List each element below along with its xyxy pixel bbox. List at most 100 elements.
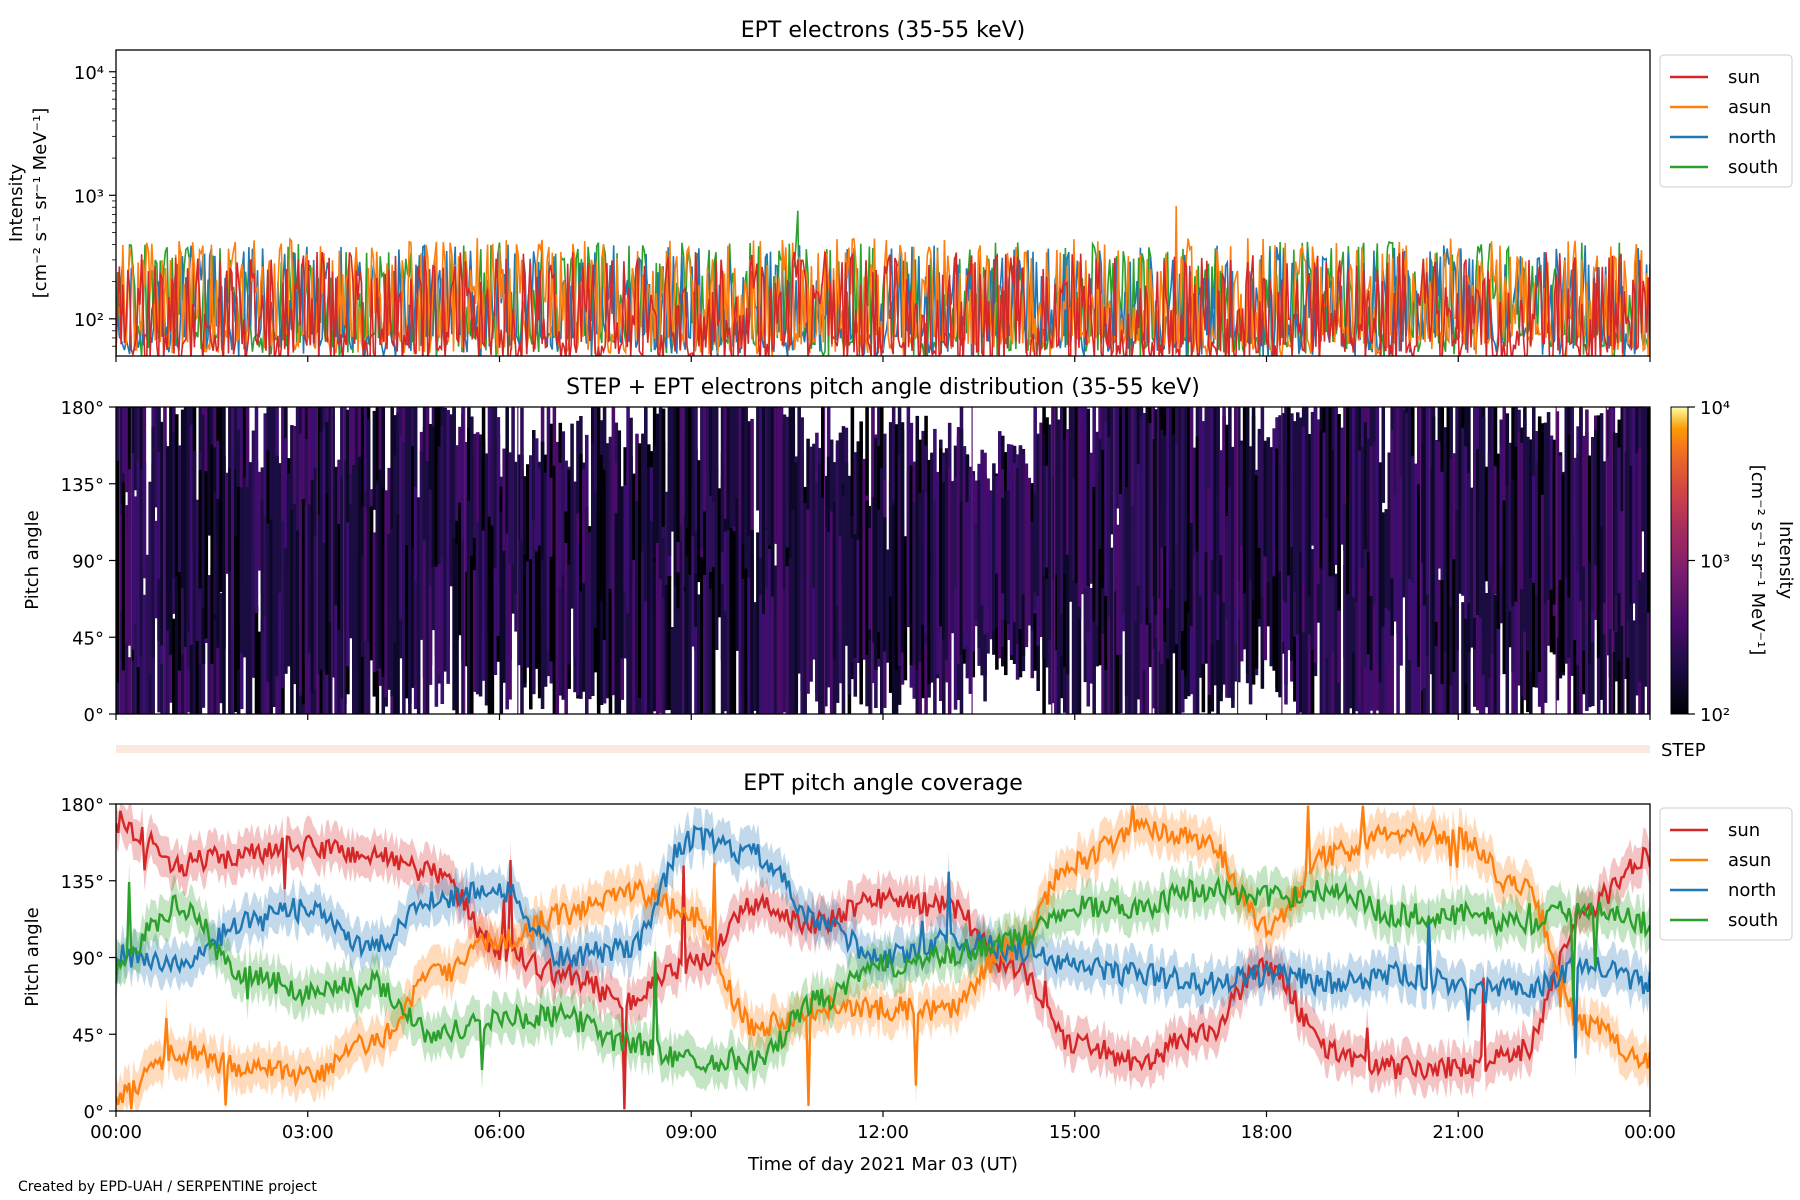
heatmap-cell [405, 545, 409, 699]
heatmap-cell [670, 407, 675, 532]
heatmap-cell [1039, 422, 1043, 637]
heatmap-cell [281, 407, 285, 606]
legend-label-north: north [1728, 880, 1776, 901]
heatmap-cell [399, 435, 403, 620]
heatmap-cell [1520, 494, 1524, 697]
heatmap-cell [529, 455, 533, 636]
heatmap-cell [452, 537, 456, 711]
heatmap-cell [1375, 511, 1380, 667]
heatmap-cell [119, 407, 121, 714]
heatmap-cell [390, 528, 394, 697]
heatmap-cell [1251, 407, 1256, 600]
heatmap-cell [322, 430, 327, 586]
heatmap-cell [1145, 409, 1150, 608]
heatmap-cell [1543, 422, 1548, 605]
heatmap-cell [744, 407, 748, 567]
xtick-label: 21:00 [1432, 1122, 1484, 1143]
heatmap-cell [1343, 503, 1347, 658]
heatmap-cell [408, 541, 412, 714]
heatmap-cell [1092, 486, 1096, 622]
heatmap-cell [387, 534, 391, 690]
heatmap-cell [534, 438, 539, 605]
heatmap-cell [688, 407, 692, 527]
heatmap-cell [1151, 439, 1156, 597]
heatmap-cell [293, 503, 297, 685]
heatmap-cell [1620, 407, 1625, 552]
heatmap-cell [402, 532, 406, 714]
heatmap-cell [1189, 594, 1194, 695]
heatmap-cell [1257, 514, 1262, 619]
heatmap-cell [219, 407, 223, 571]
heatmap-cell [930, 453, 934, 645]
heatmap-cell [561, 574, 566, 700]
heatmap-cell [779, 407, 784, 546]
heatmap-cell [1399, 521, 1403, 666]
heatmap-cell [1337, 414, 1341, 611]
heatmap-cell [841, 495, 846, 714]
heatmap-cell [1260, 407, 1265, 597]
heatmap-cell [1611, 407, 1613, 714]
panel1-yaxis: 10² 10³ 10⁴ [74, 63, 116, 347]
heatmap-cell [888, 481, 893, 597]
heatmap-cell [151, 427, 155, 657]
heatmap-cell [1526, 436, 1530, 652]
heatmap-cell [880, 468, 884, 696]
heatmap-cell [1284, 407, 1288, 603]
ytick-label: 90° [72, 949, 104, 970]
heatmap-cell [694, 627, 698, 714]
heatmap-cell [918, 492, 922, 662]
heatmap-cell [180, 409, 185, 589]
coverage-line-sun [116, 810, 1650, 1110]
heatmap-cell [1160, 505, 1164, 664]
heatmap-cell [422, 540, 427, 714]
heatmap-cell [1360, 446, 1365, 568]
heatmap-cell [1378, 462, 1383, 683]
heatmap-cell [605, 576, 610, 699]
heatmap-cell [891, 505, 896, 641]
heatmap-cell [543, 511, 548, 687]
heatmap-cell [278, 463, 282, 593]
heatmap-cell [133, 596, 138, 714]
heatmap-cell [1225, 516, 1229, 619]
heatmap-cell [658, 579, 663, 713]
heatmap-cell [1505, 413, 1510, 524]
heatmap-cell [635, 555, 639, 714]
xtick-label: 09:00 [665, 1122, 717, 1143]
heatmap-cell [1113, 407, 1115, 714]
heatmap-cell [608, 436, 613, 580]
heatmap-cell [1331, 450, 1335, 577]
heatmap-cell [520, 540, 524, 714]
heatmap-cell [1239, 524, 1244, 662]
heatmap-cell [334, 466, 338, 606]
heatmap-cell [1419, 407, 1422, 714]
heatmap-cell [1532, 485, 1536, 688]
heatmap-cell [1355, 438, 1359, 602]
heatmap-cell [1186, 560, 1191, 697]
heatmap-cell [546, 471, 551, 650]
heatmap-cell [1490, 430, 1495, 655]
heatmap-cell [142, 462, 147, 579]
heatmap-cell [116, 460, 120, 683]
heatmap-cell [1564, 527, 1569, 643]
heatmap-cell [1098, 439, 1102, 549]
heatmap-cell [1328, 407, 1333, 577]
heatmap-cell [402, 442, 406, 615]
heatmap-cell [667, 576, 672, 710]
heatmap-cell [1381, 512, 1386, 627]
heatmap-cell [735, 539, 740, 651]
heatmap-cell [806, 438, 810, 575]
heatmap-cell [375, 407, 380, 546]
heatmap-cell [579, 591, 583, 699]
colorbar-tick-label: 10⁴ [1700, 398, 1730, 419]
heatmap-cell [452, 407, 456, 575]
heatmap-cell [411, 548, 415, 688]
colorbar-units: [cm⁻² s⁻¹ sr⁻¹ MeV⁻¹] [1747, 465, 1768, 656]
heatmap-cell [629, 456, 633, 630]
heatmap-cell [676, 512, 681, 652]
heatmap-cell [216, 498, 220, 648]
heatmap-cell [281, 521, 285, 688]
heatmap-cell [829, 511, 834, 714]
heatmap-cell [1219, 450, 1223, 556]
heatmap-cell [1213, 407, 1217, 592]
heatmap-cell [1278, 415, 1282, 572]
